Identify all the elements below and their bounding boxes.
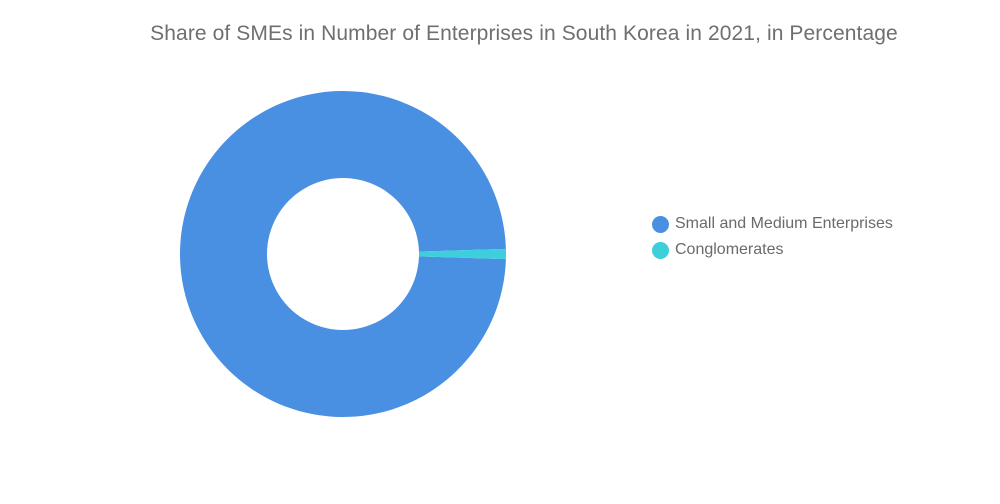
legend-label-conglomerates: Conglomerates: [675, 241, 784, 258]
legend-swatch-conglomerates: [652, 241, 669, 259]
legend-label-small-and-medium-enterprises: Small and Medium Enterprises: [675, 215, 893, 232]
legend-swatch-small-and-medium-enterprises: [652, 215, 669, 233]
chart-legend: Small and Medium Enterprises Conglomerat…: [652, 214, 893, 260]
legend-item-small-and-medium-enterprises[interactable]: Small and Medium Enterprises: [652, 214, 893, 234]
chart-title: Share of SMEs in Number of Enterprises i…: [150, 22, 898, 45]
legend-item-conglomerates[interactable]: Conglomerates: [652, 240, 893, 260]
slice-small-and-medium-enterprises[interactable]: [179, 91, 506, 417]
slice-conglomerates[interactable]: [418, 248, 506, 260]
